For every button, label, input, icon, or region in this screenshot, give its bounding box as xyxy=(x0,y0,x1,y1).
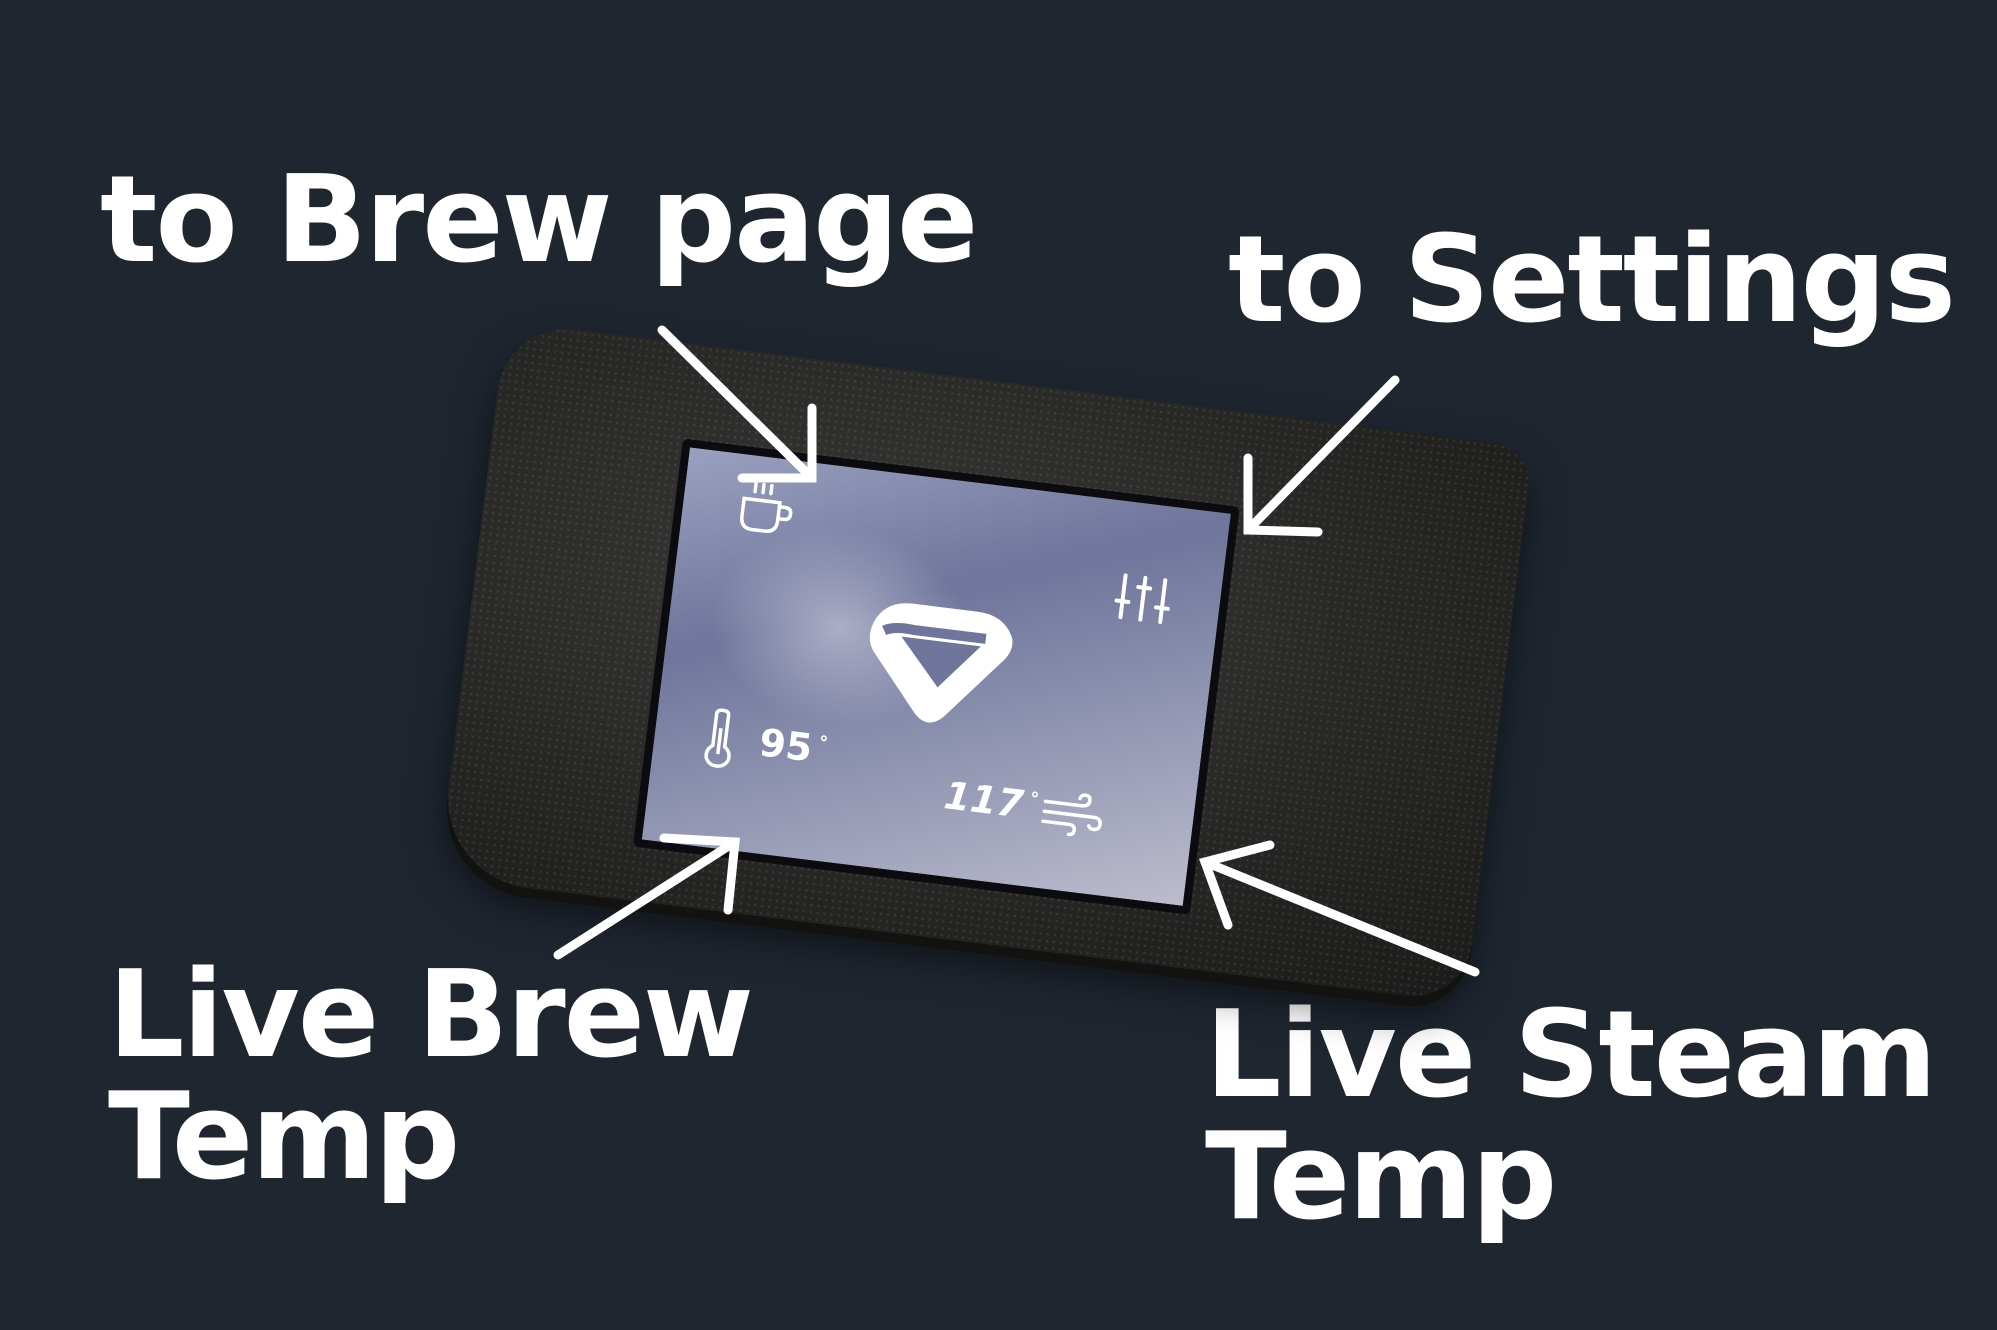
display-device: 95 ° 117 ° xyxy=(437,321,1534,1003)
label-live-brew-temp: Live Brew Temp xyxy=(108,946,754,1208)
arrow-to-settings xyxy=(1243,375,1400,537)
arrow-to-brew-page xyxy=(657,325,817,483)
touch-screen: 95 ° 117 ° xyxy=(632,438,1240,915)
settings-sliders-icon[interactable] xyxy=(1112,570,1174,626)
arrow-live-brew-temp xyxy=(553,833,740,960)
wind-icon xyxy=(1041,793,1102,837)
logo-icon xyxy=(869,603,1013,723)
label-to-brew-page: to Brew page xyxy=(100,151,978,290)
label-live-steam-temp: Live Steam Temp xyxy=(1205,986,1937,1248)
coffee-cup-icon[interactable] xyxy=(732,476,799,543)
thermometer-icon xyxy=(704,708,731,768)
label-to-settings: to Settings xyxy=(1228,211,1956,350)
arrow-live-steam-temp xyxy=(1199,840,1480,977)
